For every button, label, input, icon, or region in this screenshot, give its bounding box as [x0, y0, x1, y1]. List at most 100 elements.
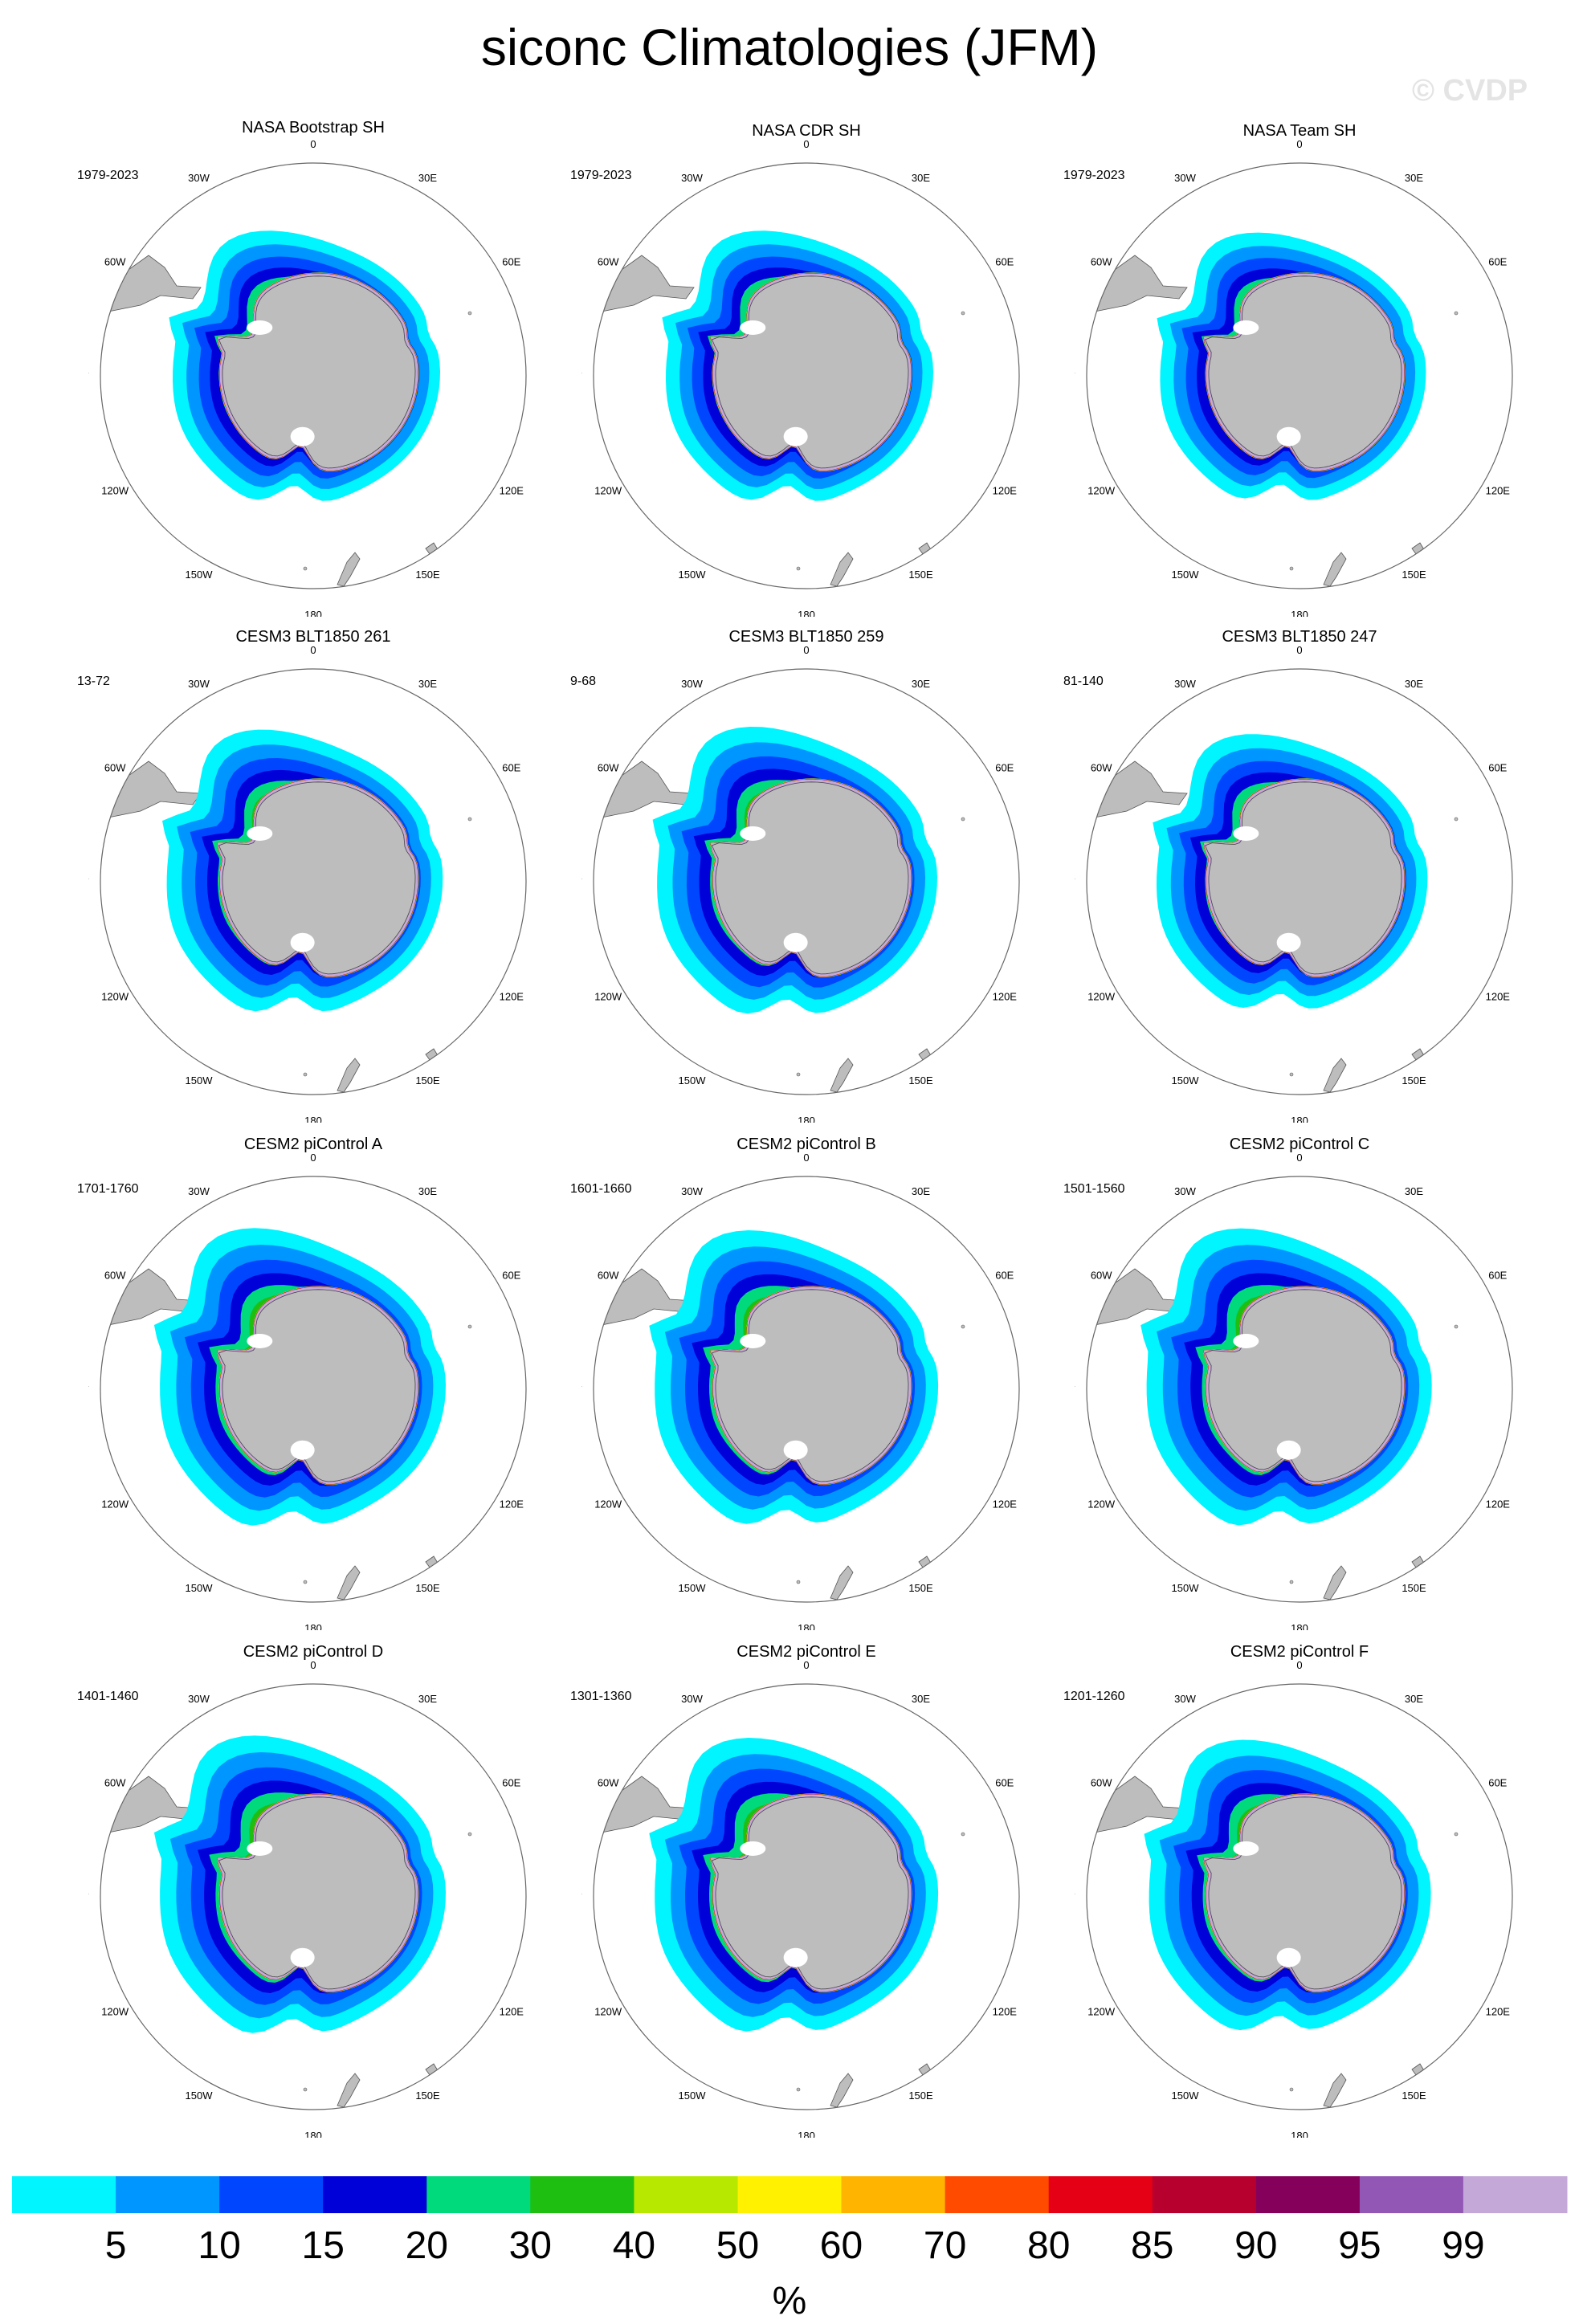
longitude-label: 0 [803, 138, 809, 150]
longitude-label: 30E [1405, 678, 1423, 690]
longitude-label: 120W [594, 991, 622, 1003]
analysis-period: 1201-1260 [1063, 1690, 1125, 1703]
longitude-label: 120E [993, 485, 1018, 497]
longitude-label: 150W [679, 1074, 707, 1087]
longitude-label: 30W [1174, 172, 1196, 184]
panel-title: CESM2 piControl F [1230, 1643, 1369, 1661]
longitude-label: 30W [188, 172, 210, 184]
longitude-label: 0 [310, 1659, 316, 1671]
colorbar-tick-label: 99 [1442, 2224, 1484, 2267]
polar-map: 030E60E90E120E150E180150W120W90W60W30W [1075, 138, 1513, 617]
colorbar-swatch [1152, 2176, 1257, 2213]
analysis-period: 81-140 [1063, 675, 1104, 688]
analysis-period: 1979-2023 [570, 169, 632, 182]
longitude-label: 30E [912, 172, 930, 184]
longitude-label: 150E [908, 1582, 933, 1594]
longitude-label: 30E [912, 1185, 930, 1197]
longitude-label: 120E [1486, 991, 1511, 1003]
analysis-period: 9-68 [570, 675, 597, 688]
colorbar-tick-label: 95 [1338, 2224, 1381, 2267]
island-icon [796, 566, 801, 571]
map-boundary [1086, 162, 1513, 589]
longitude-label: 180 [304, 1115, 322, 1123]
longitude-label: 0 [803, 1152, 809, 1164]
island-icon [467, 1324, 472, 1329]
longitude-label: 60E [1488, 1270, 1507, 1282]
longitude-label: 60E [1488, 762, 1507, 774]
map-panel: CESM2 piControl A030E60E90E120E150E18015… [77, 1132, 538, 1630]
island-icon [961, 817, 965, 822]
colorbar-swatch [634, 2176, 738, 2213]
longitude-label: 30W [188, 678, 210, 690]
longitude-label: 0 [310, 644, 316, 656]
island-icon [1454, 1324, 1459, 1329]
longitude-label: 120W [1087, 1498, 1116, 1511]
ross-ice-shelf [1276, 932, 1301, 952]
map-boundary [593, 162, 1020, 589]
colorbar-tick-label: 5 [105, 2224, 127, 2267]
longitude-label: 0 [803, 644, 809, 656]
longitude-label: 150W [679, 569, 707, 581]
longitude-label: 30W [1174, 678, 1196, 690]
longitude-label: 60W [104, 762, 126, 774]
colorbar-tick-label: 50 [716, 2224, 759, 2267]
longitude-label: 180 [798, 1622, 815, 1630]
longitude-label: 60E [995, 1270, 1014, 1282]
ross-ice-shelf [1276, 1947, 1301, 1967]
longitude-label: 120E [1486, 485, 1511, 497]
longitude-label: 120W [1087, 2006, 1116, 2018]
longitude-label: 120W [594, 1498, 622, 1511]
ross-ice-shelf [290, 1947, 315, 1967]
longitude-label: 30W [1174, 1185, 1196, 1197]
map-panel: CESM3 BLT1850 259030E60E90E120E150E18015… [570, 625, 1031, 1123]
longitude-label: 180 [304, 609, 322, 617]
longitude-label: 60W [598, 256, 619, 268]
map-boundary [593, 1683, 1020, 2110]
polar-map: 030E60E90E120E150E180150W120W90W60W30W [88, 644, 527, 1123]
polar-map: 030E60E90E120E150E180150W120W90W60W30W [581, 138, 1020, 617]
longitude-label: 90W [88, 1384, 89, 1396]
longitude-label: 30W [1174, 1693, 1196, 1705]
longitude-label: 60W [104, 1777, 126, 1789]
longitude-label: 30E [1405, 172, 1423, 184]
island-icon [961, 1832, 965, 1837]
longitude-label: 120W [1087, 485, 1116, 497]
panel-title: CESM3 BLT1850 247 [1222, 628, 1377, 646]
longitude-label: 60W [598, 762, 619, 774]
colorbar-tick-label: 90 [1234, 2224, 1277, 2267]
longitude-label: 30E [418, 1185, 437, 1197]
analysis-period: 1979-2023 [1063, 169, 1125, 182]
polar-map: 030E60E90E120E150E180150W120W90W60W30W [581, 644, 1020, 1123]
map-panel: NASA Bootstrap SH030E60E90E120E150E18015… [77, 119, 538, 617]
longitude-label: 90W [581, 876, 582, 888]
longitude-label: 90W [88, 1891, 89, 1903]
longitude-label: 120W [594, 2006, 622, 2018]
polar-map: 030E60E90E120E150E180150W120W90W60W30W [88, 1659, 527, 2138]
colorbar-swatch [219, 2176, 324, 2213]
panel-title: NASA Bootstrap SH [242, 119, 385, 137]
longitude-label: 60E [502, 1270, 520, 1282]
island-icon [1289, 1072, 1294, 1077]
longitude-label: 60W [1091, 762, 1112, 774]
colorbar-swatch [1255, 2176, 1361, 2213]
weddell-ice-shelf [740, 1333, 766, 1348]
longitude-label: 0 [1296, 1152, 1302, 1164]
analysis-period: 1301-1360 [570, 1690, 632, 1703]
analysis-period: 1601-1660 [570, 1182, 632, 1196]
colorbar-swatch [323, 2176, 427, 2213]
longitude-label: 0 [310, 1152, 316, 1164]
polar-map: 030E60E90E120E150E180150W120W90W60W30W [1075, 644, 1513, 1123]
island-icon [1289, 566, 1294, 571]
longitude-label: 120W [101, 2006, 129, 2018]
colorbar-tick-label: 30 [509, 2224, 552, 2267]
ross-ice-shelf [783, 1947, 808, 1967]
map-panel: CESM3 BLT1850 247030E60E90E120E150E18015… [1063, 625, 1524, 1123]
longitude-label: 30W [681, 1185, 703, 1197]
panel-title: CESM2 piControl C [1229, 1135, 1370, 1153]
longitude-label: 120E [993, 2006, 1018, 2018]
map-boundary [1086, 1176, 1513, 1603]
longitude-label: 150W [1172, 569, 1200, 581]
analysis-period: 1501-1560 [1063, 1182, 1125, 1196]
polar-map: 030E60E90E120E150E180150W120W90W60W30W [581, 1152, 1020, 1630]
map-panel: NASA CDR SH030E60E90E120E150E180150W120W… [570, 119, 1031, 617]
